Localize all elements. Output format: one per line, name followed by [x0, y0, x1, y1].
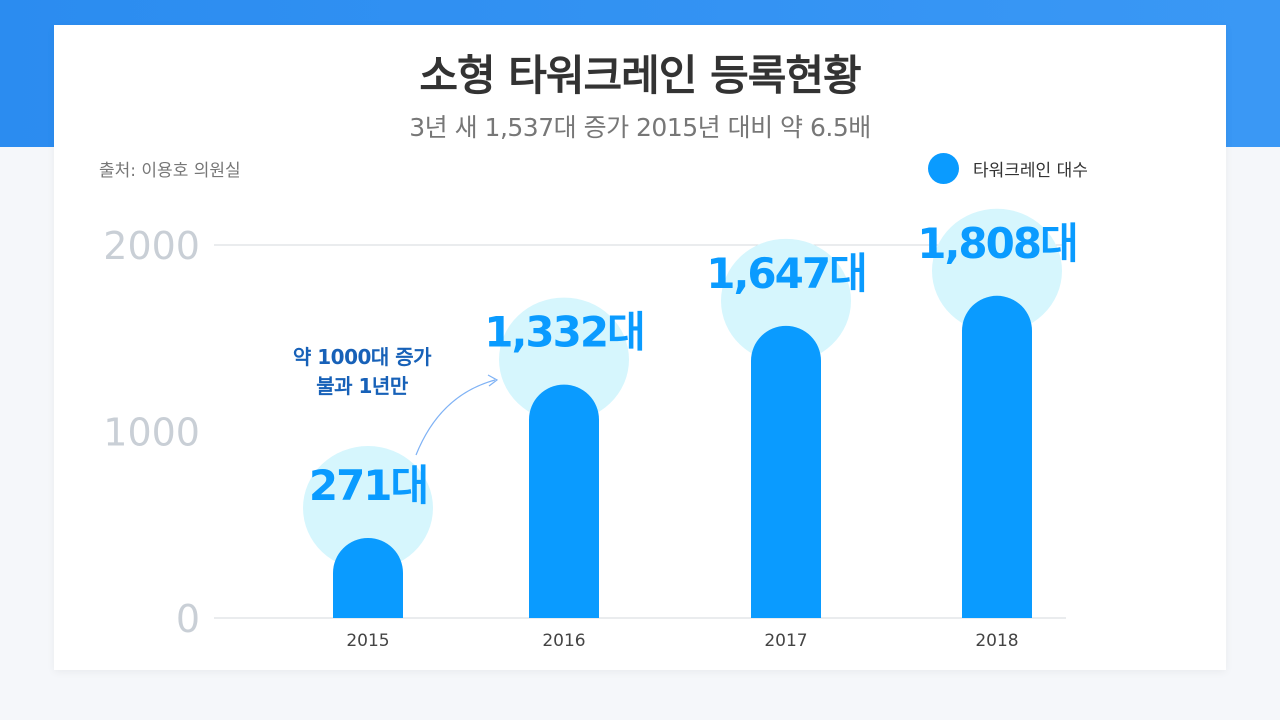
x-tick-label: 2015	[346, 631, 389, 651]
legend-dot-icon	[928, 153, 959, 184]
y-tick-label: 2000	[103, 224, 200, 268]
legend: 타워크레인 대수	[928, 153, 1088, 184]
x-tick-label: 2016	[542, 631, 585, 651]
annotation-arrow	[415, 379, 496, 456]
arrowhead-icon	[487, 374, 499, 387]
label-halo	[303, 446, 433, 570]
bar-2018	[962, 295, 1032, 618]
page-title: 소형 타워크레인 등록현황	[419, 51, 861, 100]
bar-2016	[529, 384, 599, 618]
legend-label: 타워크레인 대수	[973, 161, 1088, 181]
y-tick-label: 1000	[103, 411, 200, 455]
annotation-line2: 불과 1년만	[316, 374, 408, 398]
source-note: 출처: 이용호 의원실	[99, 161, 241, 181]
bar-2015	[333, 538, 403, 618]
label-halo	[721, 238, 851, 363]
annotation: 약 1000대 증가 불과 1년만	[262, 343, 462, 401]
bar-2017	[751, 325, 821, 618]
page-subtitle: 3년 새 1,537대 증가 2015년 대비 약 6.5배	[409, 113, 871, 142]
data-label: 1,647대	[706, 249, 866, 298]
data-label: 1,808대	[917, 219, 1077, 268]
data-label: 271대	[309, 461, 427, 510]
data-label: 1,332대	[484, 308, 644, 357]
y-tick-label: 0	[176, 597, 200, 641]
annotation-line1: 약 1000대 증가	[292, 345, 432, 369]
label-halo	[932, 208, 1062, 333]
x-tick-label: 2018	[975, 631, 1018, 651]
label-halo	[499, 297, 629, 422]
x-tick-label: 2017	[764, 631, 807, 651]
